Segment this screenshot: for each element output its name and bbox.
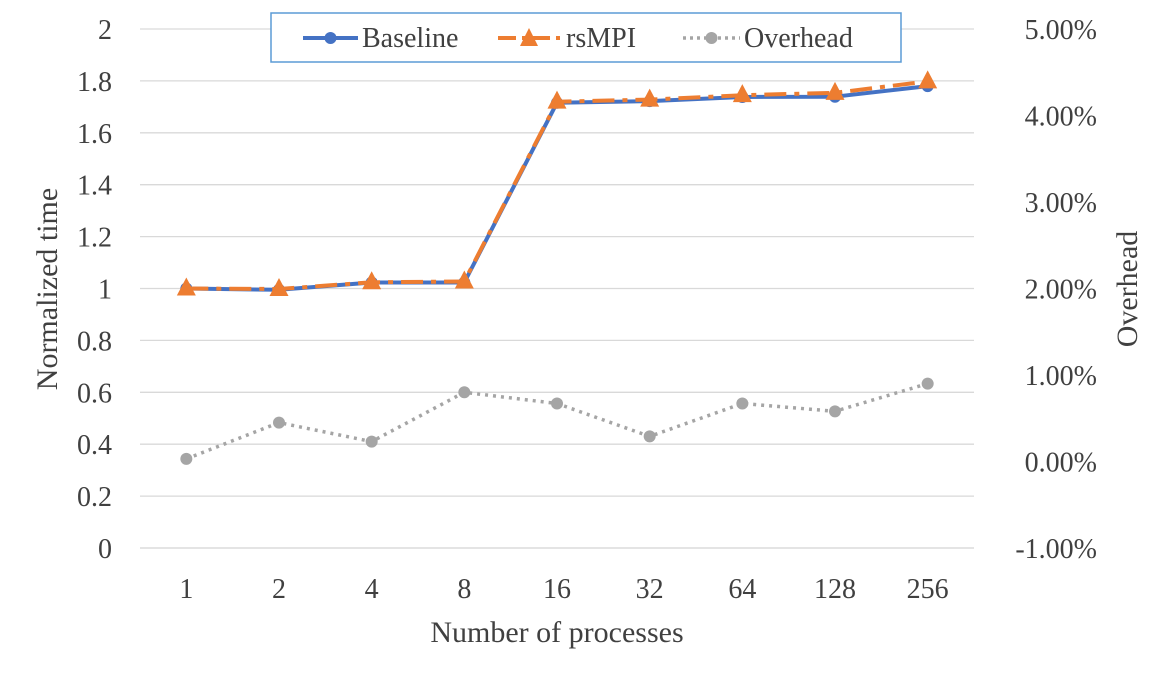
legend-item-overhead: Overhead xyxy=(683,23,853,54)
legend-marker-baseline xyxy=(324,32,337,44)
x-tick-label: 32 xyxy=(636,574,664,605)
legend-box xyxy=(270,12,902,63)
x-tick-label: 2 xyxy=(272,574,286,605)
y2-tick-label: 0.00% xyxy=(1025,448,1097,479)
x-axis-ticks: 1 2 4 8 16 32 64 128 256 xyxy=(179,574,948,605)
data-point-rsmpi xyxy=(918,70,938,89)
data-point-rsmpi xyxy=(732,84,752,103)
x-tick-label: 128 xyxy=(814,574,856,605)
y2-tick-label: 5.00% xyxy=(1025,15,1097,46)
data-point-overhead xyxy=(365,435,378,448)
y2-axis-ticks: -1.00% 0.00% 1.00% 2.00% 3.00% 4.00% 5.00% xyxy=(1015,15,1097,565)
y-tick-label: 1.2 xyxy=(77,223,112,254)
series-overhead xyxy=(180,377,934,465)
x-tick-label: 1 xyxy=(179,574,193,605)
legend-marker-overhead xyxy=(705,32,718,44)
legend-label-overhead: Overhead xyxy=(744,23,853,54)
data-point-overhead xyxy=(551,397,563,410)
legend-label-rsmpi: rsMPI xyxy=(566,23,636,54)
y-tick-label: 1.8 xyxy=(77,67,112,98)
data-point-overhead xyxy=(921,377,934,390)
data-point-rsmpi xyxy=(547,90,567,109)
data-point-rsmpi xyxy=(640,88,660,107)
x-tick-label: 4 xyxy=(365,574,379,605)
y-tick-label: 1.6 xyxy=(77,119,112,150)
data-point-rsmpi xyxy=(269,278,289,297)
legend-label-baseline: Baseline xyxy=(362,23,458,54)
y-axis-ticks: 0 0.2 0.4 0.6 0.8 1 1.2 1.4 1.6 1.8 2 xyxy=(77,15,112,565)
data-point-overhead xyxy=(643,430,656,443)
y-axis-title: Normalized time xyxy=(31,188,64,390)
legend-item-baseline: Baseline xyxy=(303,23,458,54)
data-point-overhead xyxy=(273,416,285,429)
y-tick-label: 1 xyxy=(98,275,112,306)
x-axis-title: Number of processes xyxy=(430,616,683,649)
y2-tick-label: 1.00% xyxy=(1025,361,1097,392)
data-point-rsmpi xyxy=(454,270,474,289)
data-point-rsmpi xyxy=(176,277,196,296)
data-point-overhead xyxy=(180,452,193,465)
y2-tick-label: 3.00% xyxy=(1025,188,1097,219)
y-tick-label: 0 xyxy=(98,534,112,565)
y2-tick-label: 2.00% xyxy=(1025,275,1097,306)
series-layer xyxy=(176,70,938,465)
y2-tick-label: -1.00% xyxy=(1015,534,1097,565)
series-line-overhead xyxy=(185,381,929,461)
x-tick-label: 16 xyxy=(543,574,571,605)
y-tick-label: 2 xyxy=(98,15,112,46)
x-tick-label: 64 xyxy=(728,574,756,605)
data-point-rsmpi xyxy=(825,81,845,100)
series-baseline xyxy=(180,80,934,296)
series-line-baseline xyxy=(186,84,928,292)
x-tick-label: 256 xyxy=(907,574,949,605)
data-point-overhead xyxy=(829,405,841,418)
legend-item-rsmpi: rsMPI xyxy=(498,23,636,54)
y2-tick-label: 4.00% xyxy=(1025,102,1097,133)
data-point-overhead xyxy=(736,397,749,410)
y-tick-label: 0.4 xyxy=(77,430,112,461)
y2-axis-title: Overhead xyxy=(1111,231,1144,348)
legend: Baseline rsMPI Overhead xyxy=(270,12,902,63)
x-tick-label: 8 xyxy=(457,574,471,605)
y-tick-label: 1.4 xyxy=(77,171,112,202)
y-tick-label: 0.2 xyxy=(77,482,112,513)
data-point-rsmpi xyxy=(362,271,382,290)
y-tick-label: 0.6 xyxy=(77,378,112,409)
series-rsmpi xyxy=(176,70,938,297)
data-point-overhead xyxy=(458,386,471,399)
y-tick-label: 0.8 xyxy=(77,326,112,357)
legend-marker-rsmpi xyxy=(520,28,538,46)
